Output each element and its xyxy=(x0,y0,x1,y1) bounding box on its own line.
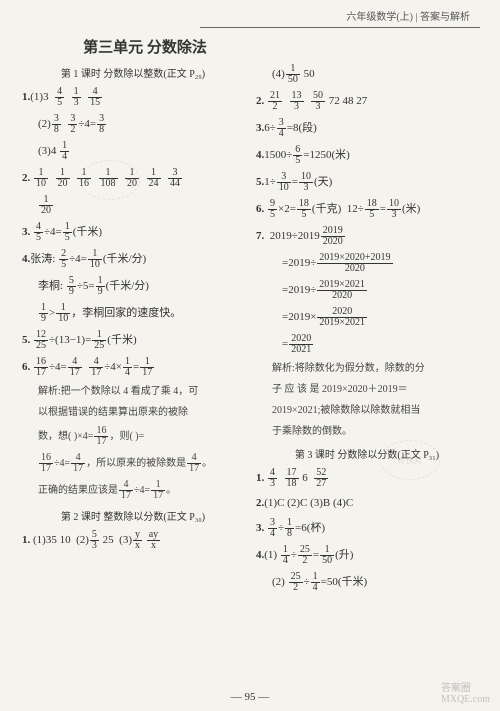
page-header: 六年级数学(上) | 答案与解析 xyxy=(0,0,500,27)
q3: 3. 45÷4=15(千米) xyxy=(22,219,244,246)
r1: (4)150 50 xyxy=(256,61,478,88)
r7-ana1: 解析:将除数化为假分数，除数的分 xyxy=(256,358,478,379)
lesson-3-title: 第 3 课时 分数除以分数(正文 P₃₁) xyxy=(256,442,478,465)
r7-3: =2019÷2019×20212020 xyxy=(256,277,478,304)
watermark-text: 答案圈MXQE.com xyxy=(441,679,490,705)
r7-ana3: 2019×2021;被除数除以除数就相当 xyxy=(256,400,478,421)
r4: 4.1500÷65=1250(米) xyxy=(256,142,478,169)
s3: 3. 34÷18=6(杯) xyxy=(256,515,478,542)
r7-ana4: 于乘除数的倒数。 xyxy=(256,421,478,442)
r7-5: =20202021 xyxy=(256,331,478,358)
watermark-stamp-2: Q 快对 xyxy=(380,440,440,480)
r6: 6. 95×2=185(千克) 12÷185=103(米) xyxy=(256,196,478,223)
q6-ana3: 数，想( )×4=1617，则( )= xyxy=(22,423,244,450)
watermark-stamp-1 xyxy=(80,160,140,200)
lesson-1-title: 第 1 课时 分数除以整数(正文 P₂₉) xyxy=(22,61,244,84)
r7-1: 7. 2019÷201920192020 xyxy=(256,223,478,250)
l2-q1: 1. (1)35 10 (2)53 25 (3)yx ayx xyxy=(22,527,244,554)
r7-ana2: 子 应 该 是 2019×2020＋2019＝ xyxy=(256,379,478,400)
r7-2: =2019÷2019×2020+20192020 xyxy=(256,250,478,277)
left-column: 第 1 课时 分数除以整数(正文 P₂₉) 1.(1)3 45 13 415 (… xyxy=(16,61,250,596)
lesson-2-title: 第 2 课时 整数除以分数(正文 P₃₀) xyxy=(22,504,244,527)
q2b: 120 xyxy=(22,192,244,219)
q6-ana4: 1617÷4=417，所以原来的被除数是417。 xyxy=(22,450,244,477)
page-number: — 95 — xyxy=(0,691,500,703)
q1-2: (2)38 32÷4=38 xyxy=(22,111,244,138)
s2: 2.(1)C (2)C (3)B (4)C xyxy=(256,492,478,515)
q4b: 李桐: 59÷5=19(千米/分) xyxy=(22,273,244,300)
unit-title: 第三单元 分数除法 xyxy=(0,28,250,61)
q4a: 4.张涛: 25÷4=110(千米/分) xyxy=(22,246,244,273)
r2: 2. 212 133 503 72 48 27 xyxy=(256,88,478,115)
r3: 3.6÷34=8(段) xyxy=(256,115,478,142)
s4a: 4.(1) 14÷252=150(升) xyxy=(256,542,478,569)
q4c: 19>110，李桐回家的速度快。 xyxy=(22,300,244,327)
q6-ana5: 正确的结果应该是417÷4=117。 xyxy=(22,477,244,504)
s1: 1. 43 1718 6 5227 xyxy=(256,465,478,492)
q6-ana1: 解析:把一个数除以 4 看成了乘 4，可 xyxy=(22,381,244,402)
r7-4: =2019×20202019×2021 xyxy=(256,304,478,331)
r5: 5.1÷310=103(天) xyxy=(256,169,478,196)
q6: 6. 1617÷4=417 417÷4×14=117 xyxy=(22,354,244,381)
q5: 5. 1225÷(13−1)=125(千米) xyxy=(22,327,244,354)
q1-3: (3)4 14 xyxy=(22,138,244,165)
right-column: (4)150 50 2. 212 133 503 72 48 27 3.6÷34… xyxy=(250,61,484,596)
content-columns: 第 1 课时 分数除以整数(正文 P₂₉) 1.(1)3 45 13 415 (… xyxy=(0,61,500,596)
q1-1: 1.(1)3 45 13 415 xyxy=(22,84,244,111)
s4b: (2) 252÷14=50(千米) xyxy=(256,569,478,596)
q6-ana2: 以根据错误的结果算出原来的被除 xyxy=(22,402,244,423)
